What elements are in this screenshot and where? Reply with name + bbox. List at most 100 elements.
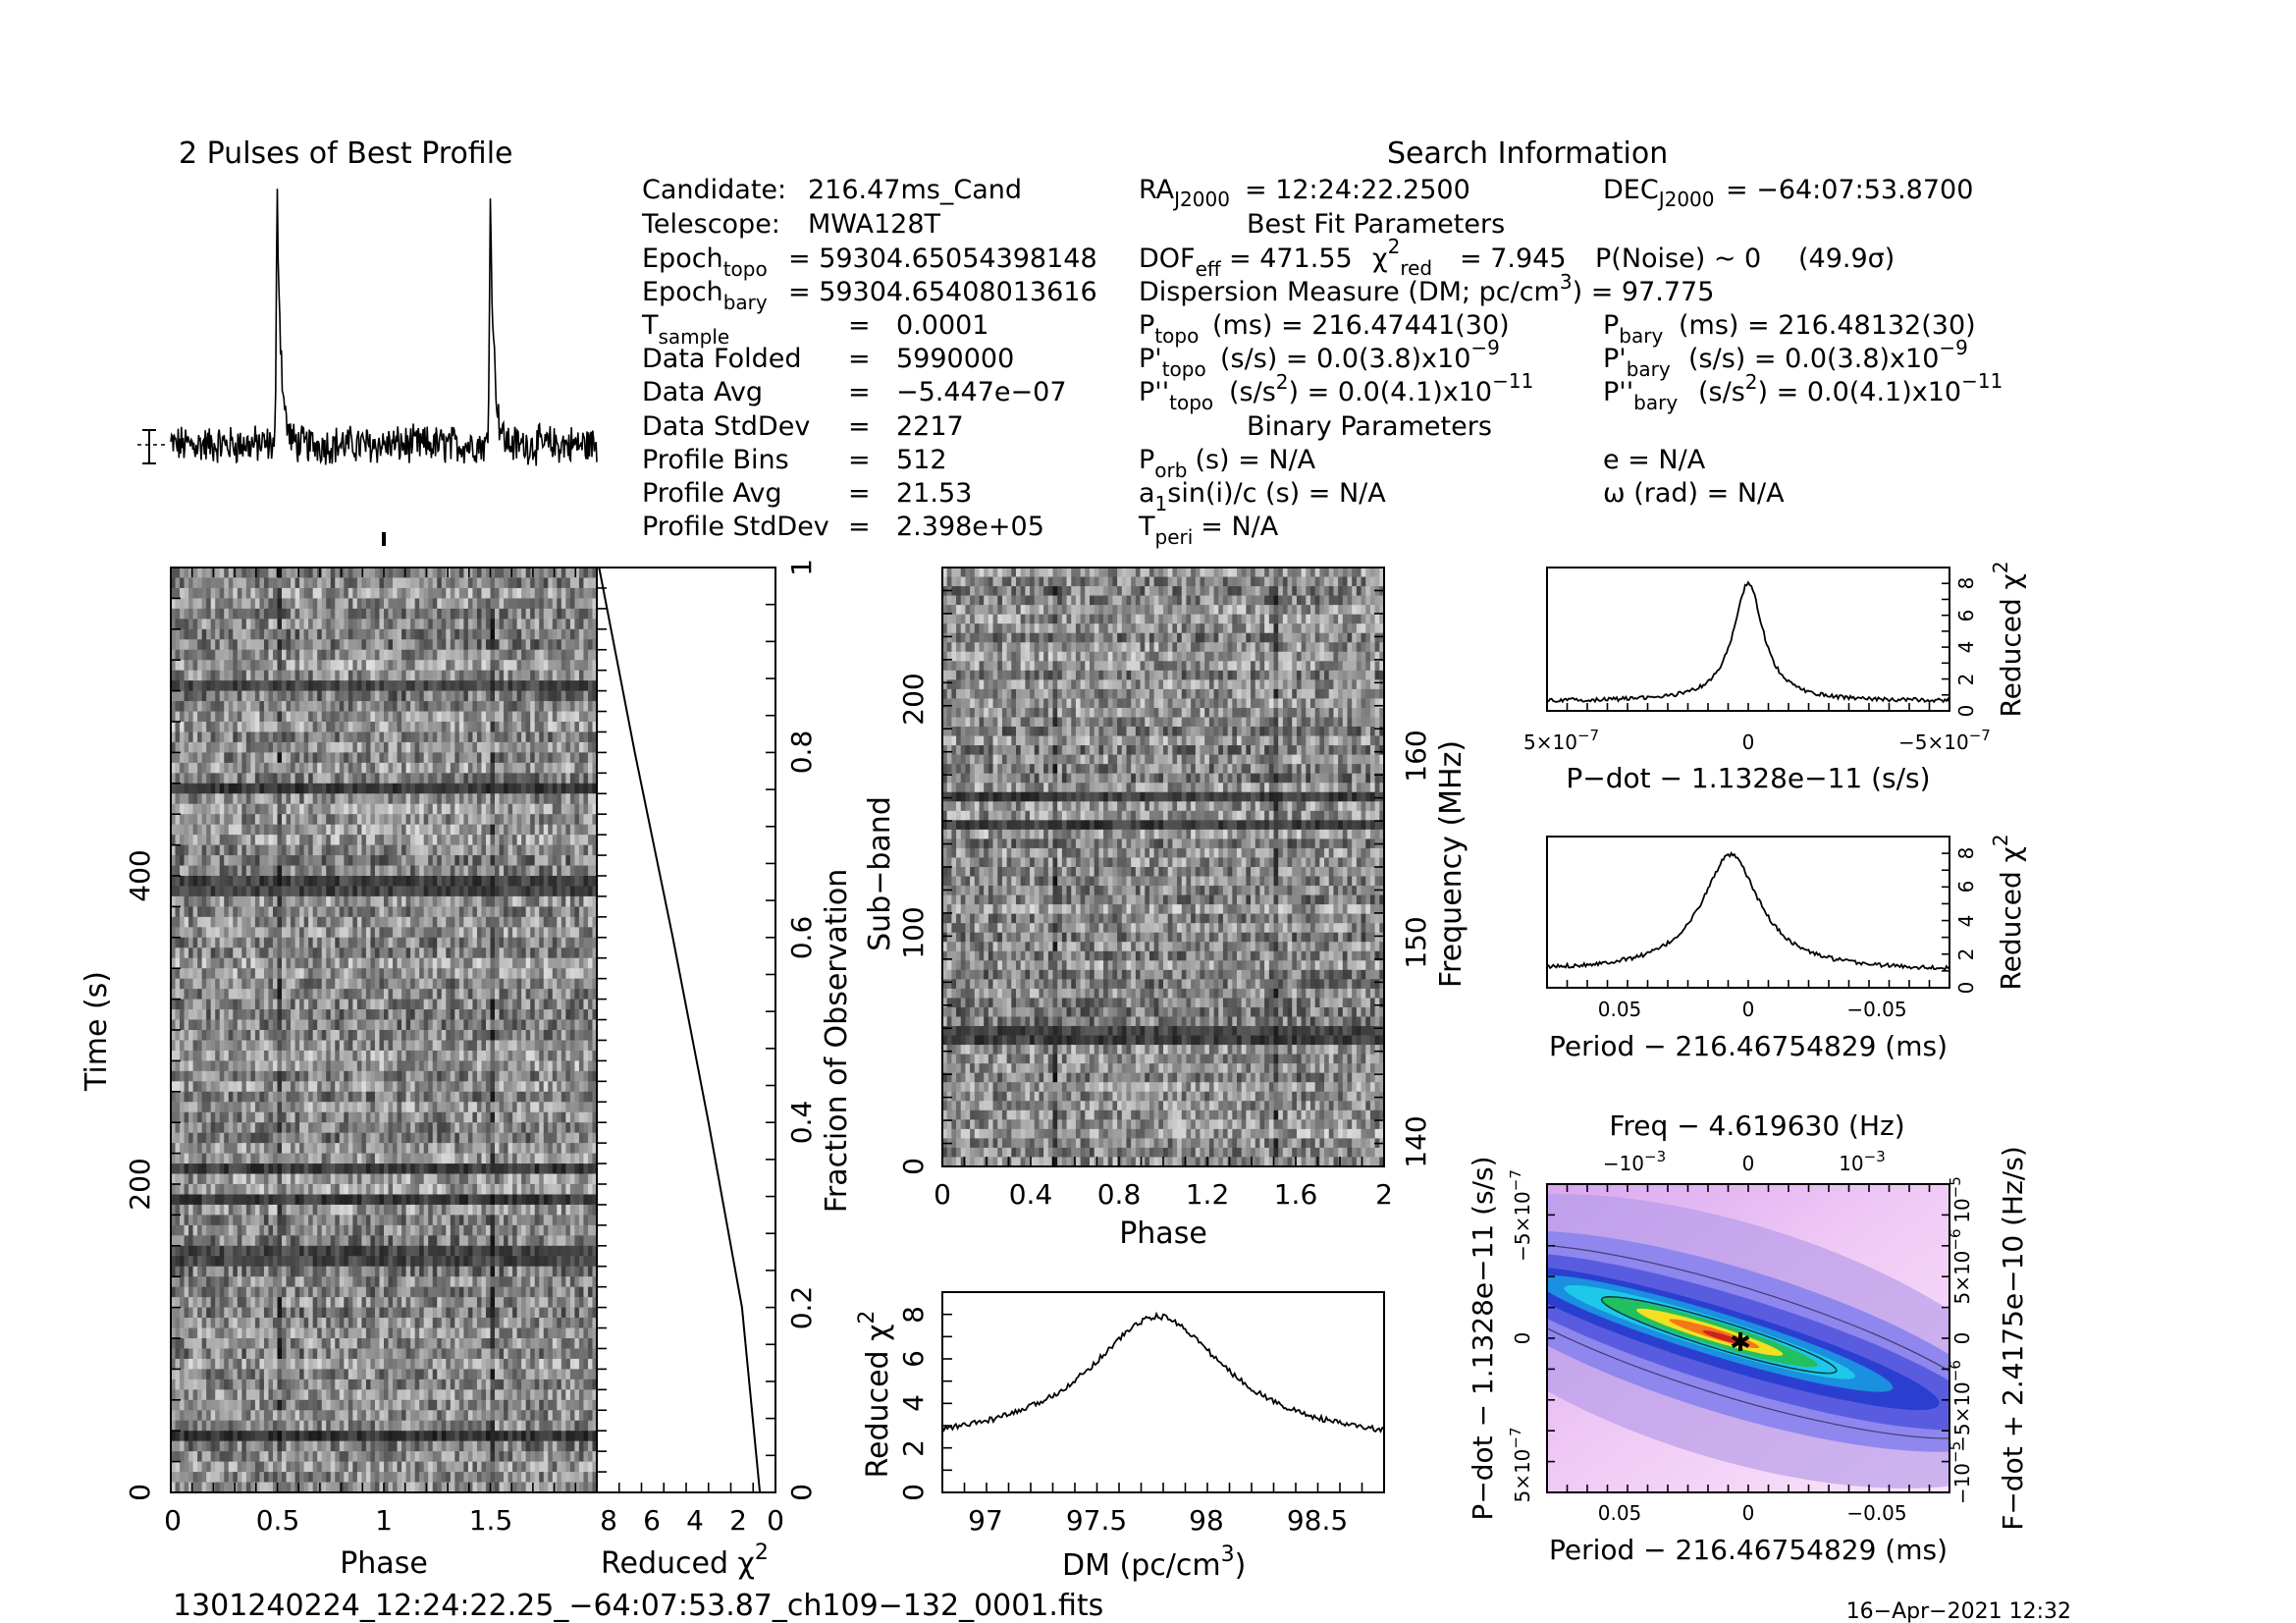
heatmap-cell <box>175 598 181 610</box>
heatmap-cell <box>370 886 376 897</box>
heatmap-cell <box>245 722 251 732</box>
heatmap-cell <box>299 731 304 743</box>
heatmap-cell <box>583 649 589 661</box>
heatmap-cell <box>201 783 207 794</box>
heatmap-cell <box>254 628 260 640</box>
heatmap-cell <box>228 762 234 774</box>
heatmap-cell <box>414 660 420 671</box>
heatmap-cell <box>410 937 415 948</box>
heatmap-cell <box>291 1050 295 1061</box>
heatmap-cell <box>450 577 455 589</box>
heatmap-cell <box>397 1070 402 1082</box>
heatmap-cell <box>299 824 304 836</box>
heatmap-cell <box>299 701 304 712</box>
heatmap-cell <box>356 865 362 877</box>
heatmap-cell <box>569 619 575 630</box>
heatmap-cell <box>379 711 385 723</box>
heatmap-cell <box>507 690 513 702</box>
heatmap-cell <box>356 927 362 939</box>
heatmap-cell <box>299 844 304 856</box>
heatmap-cell <box>432 639 438 651</box>
heatmap-cell <box>583 690 589 702</box>
heatmap-cell <box>583 731 589 743</box>
heatmap-cell <box>219 895 225 907</box>
heatmap-cell <box>171 1030 176 1041</box>
heatmap-cell <box>330 1019 336 1031</box>
heatmap-cell <box>578 978 584 990</box>
heatmap-cell <box>344 722 349 732</box>
heatmap-cell <box>530 947 536 959</box>
heatmap-cell <box>339 968 345 979</box>
heatmap-cell <box>534 660 540 671</box>
heatmap-cell <box>294 711 300 723</box>
heatmap-cell <box>432 568 438 578</box>
heatmap-cell <box>504 916 508 928</box>
heatmap-cell <box>237 793 242 805</box>
heatmap-cell <box>437 865 443 877</box>
heatmap-cell <box>215 1030 221 1041</box>
heatmap-cell <box>548 1009 554 1020</box>
heatmap-cell <box>356 773 362 784</box>
heatmap-cell <box>583 1009 589 1020</box>
heatmap-cell <box>180 989 185 1000</box>
heatmap-cell <box>423 989 429 1000</box>
heatmap-cell <box>534 1030 540 1041</box>
heatmap-cell <box>530 1070 536 1082</box>
heatmap-cell <box>197 906 202 918</box>
heatmap-cell <box>321 752 327 764</box>
heatmap-cell <box>259 916 265 928</box>
heatmap-cell <box>561 937 566 948</box>
heatmap-cell <box>374 886 380 897</box>
heatmap-cell <box>490 752 496 764</box>
heatmap-cell <box>344 711 349 723</box>
heatmap-cell <box>458 731 464 743</box>
heatmap-cell <box>282 741 287 753</box>
heatmap-cell <box>525 670 531 681</box>
heatmap-cell <box>308 608 313 620</box>
heatmap-cell <box>552 947 558 959</box>
heatmap-cell <box>450 680 455 691</box>
heatmap-cell <box>432 1050 438 1061</box>
heatmap-cell <box>379 814 385 825</box>
heatmap-cell <box>228 670 234 681</box>
heatmap-cell <box>250 598 256 610</box>
heatmap-cell <box>268 1040 274 1052</box>
heatmap-cell <box>321 568 327 578</box>
heatmap-cell <box>393 1050 398 1061</box>
heatmap-cell <box>370 1009 376 1020</box>
heatmap-cell <box>534 711 540 723</box>
heatmap-cell <box>476 628 482 640</box>
heatmap-cell <box>495 814 500 825</box>
heatmap-cell <box>370 628 376 640</box>
heatmap-cell <box>393 824 398 836</box>
heatmap-cell <box>428 989 434 1000</box>
heatmap-cell <box>388 1081 394 1093</box>
heatmap-cell <box>259 1081 265 1093</box>
heatmap-cell <box>410 783 415 794</box>
heatmap-cell <box>521 876 526 887</box>
heatmap-cell <box>299 741 304 753</box>
heatmap-cell <box>254 968 260 979</box>
heatmap-cell <box>504 1040 508 1052</box>
heatmap-cell <box>467 978 473 990</box>
heatmap-cell <box>428 628 434 640</box>
heatmap-cell <box>393 835 398 845</box>
heatmap-cell <box>259 1060 265 1072</box>
heatmap-cell <box>476 670 482 681</box>
heatmap-cell <box>397 876 402 887</box>
info-title: Search Information <box>1387 136 1668 171</box>
heatmap-cell <box>397 824 402 836</box>
heatmap-cell <box>303 762 309 774</box>
heatmap-cell <box>299 568 304 578</box>
heatmap-cell <box>543 937 549 948</box>
heatmap-cell <box>446 876 452 887</box>
heatmap-cell <box>224 752 230 764</box>
heatmap-cell <box>463 670 469 681</box>
heatmap-cell <box>197 886 202 897</box>
heatmap-cell <box>361 916 367 928</box>
heatmap-cell <box>206 793 211 805</box>
heatmap-cell <box>317 1040 323 1052</box>
heatmap-cell <box>384 639 389 651</box>
heatmap-cell <box>388 803 394 815</box>
heatmap-cell <box>263 1091 269 1103</box>
